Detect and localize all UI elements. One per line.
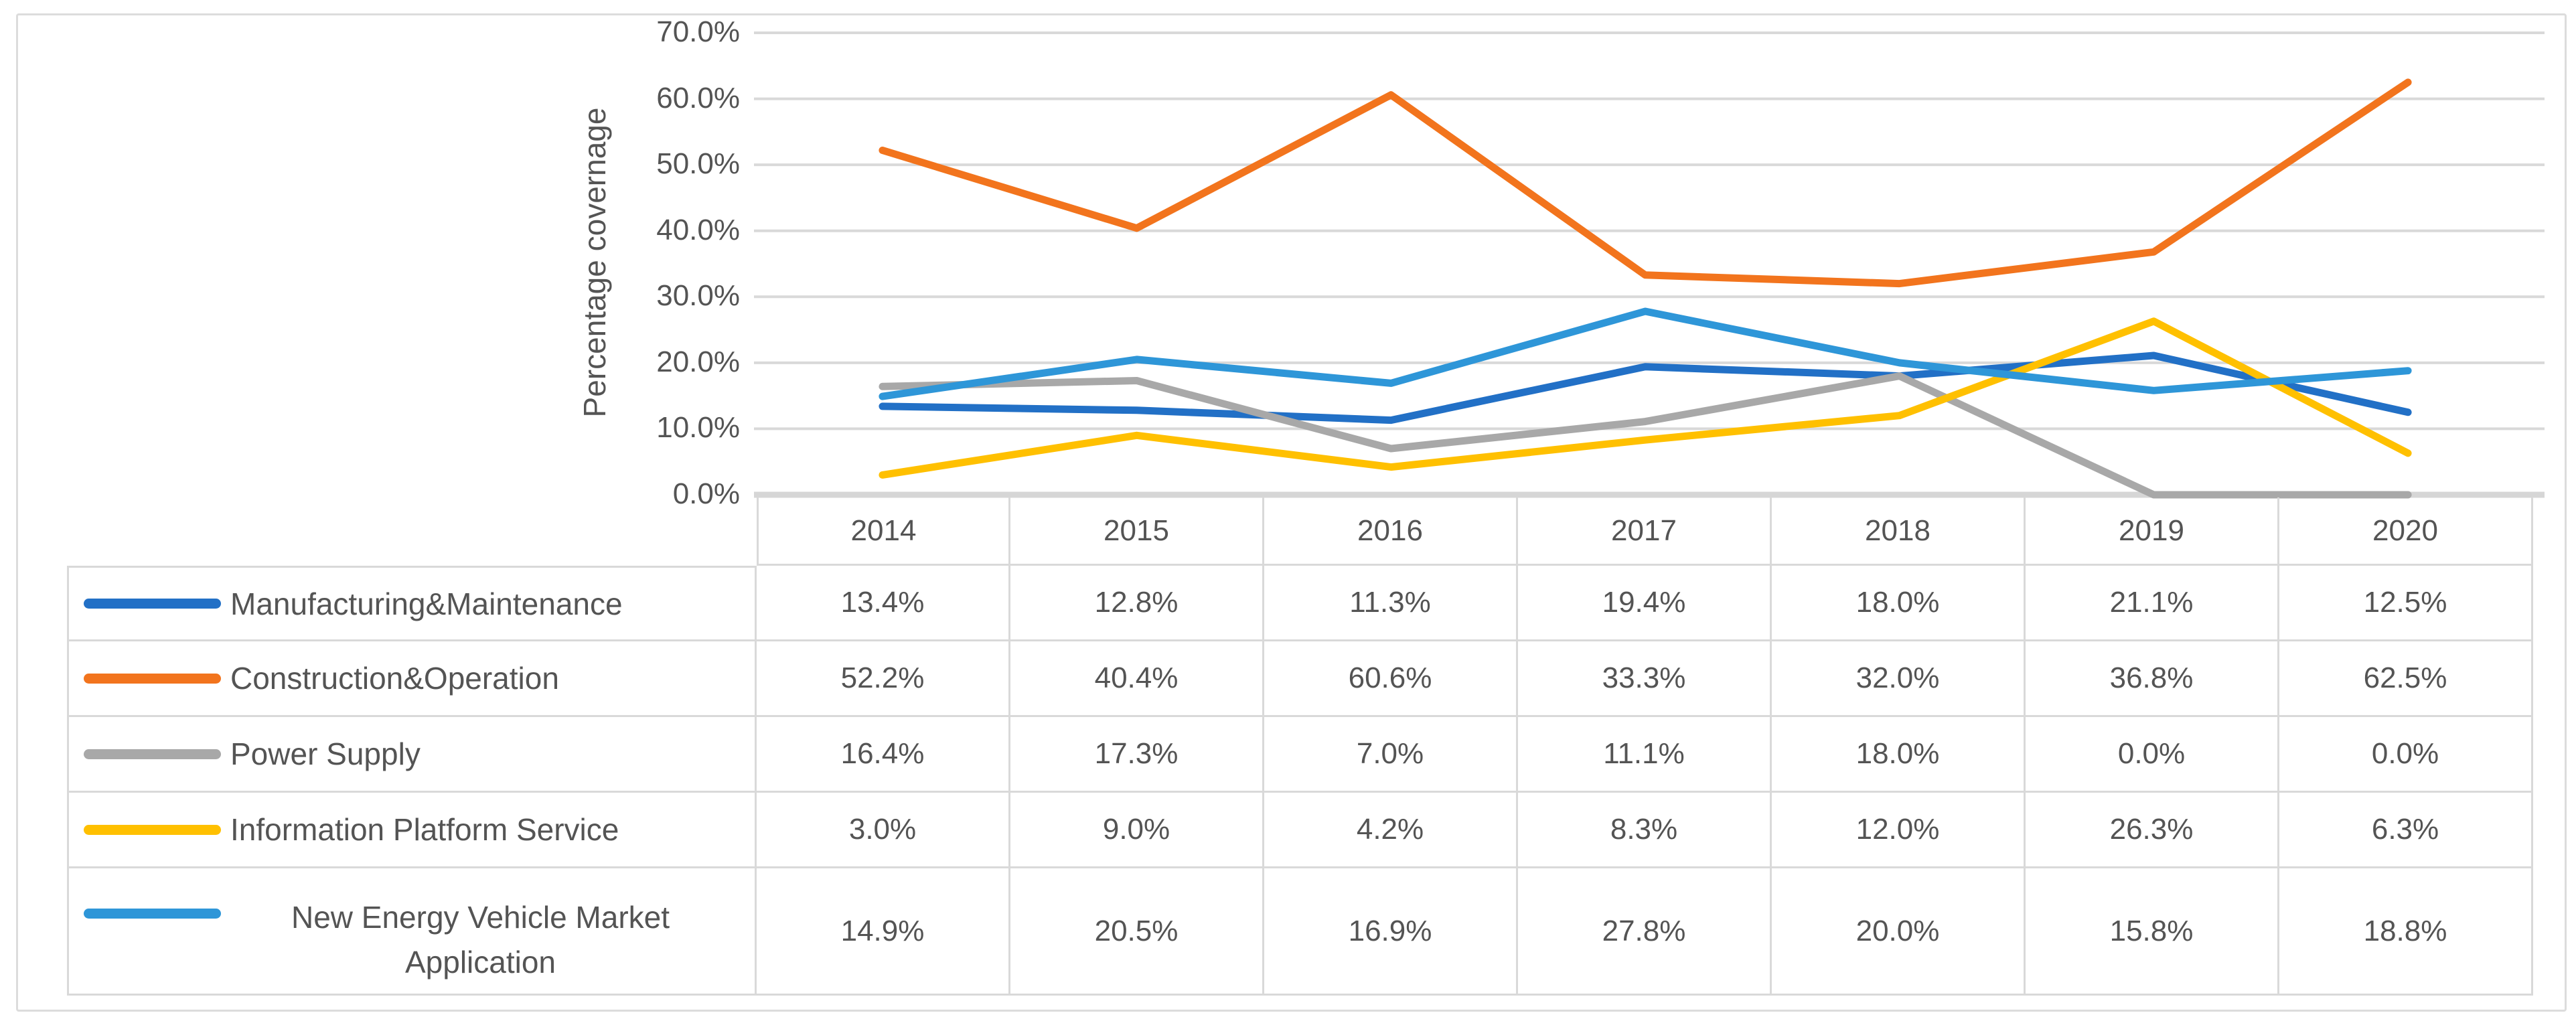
table-value-cell: 12.8% bbox=[1010, 566, 1264, 641]
y-axis-tick-label: 40.0% bbox=[656, 213, 740, 246]
series-label-cell: Information Platform Service bbox=[67, 793, 757, 868]
series-line-information-platform-service bbox=[879, 317, 2412, 479]
table-value-cell: 14.9% bbox=[757, 868, 1010, 996]
table-value-cell: 33.3% bbox=[1518, 641, 1772, 717]
year-header-cell: 2019 bbox=[2026, 497, 2279, 566]
y-axis-tick-label: 70.0% bbox=[656, 15, 740, 48]
table-value-cell: 18.0% bbox=[1772, 717, 2026, 793]
table-value-cell: 8.3% bbox=[1518, 793, 1772, 868]
year-header-cell: 2015 bbox=[1010, 497, 1264, 566]
table-value-cell: 21.1% bbox=[2026, 566, 2279, 641]
table-value-cell: 3.0% bbox=[757, 793, 1010, 868]
year-header-cell: 2020 bbox=[2279, 497, 2533, 566]
table-value-cell: 11.3% bbox=[1264, 566, 1518, 641]
legend-line-swatch bbox=[84, 599, 221, 609]
series-line-construction-operation bbox=[879, 78, 2412, 288]
table-value-cell: 7.0% bbox=[1264, 717, 1518, 793]
series-line-manufacturing-maintenance bbox=[879, 351, 2412, 424]
table-value-cell: 0.0% bbox=[2279, 717, 2533, 793]
table-value-cell: 15.8% bbox=[2026, 868, 2279, 996]
y-axis-tick-label: 0.0% bbox=[672, 477, 740, 510]
year-header-cell: 2017 bbox=[1518, 497, 1772, 566]
table-value-cell: 19.4% bbox=[1518, 566, 1772, 641]
series-label: Information Platform Service bbox=[230, 812, 619, 847]
legend-line-swatch bbox=[84, 909, 221, 919]
table-value-cell: 36.8% bbox=[2026, 641, 2279, 717]
table-value-cell: 18.8% bbox=[2279, 868, 2533, 996]
table-value-cell: 11.1% bbox=[1518, 717, 1772, 793]
legend-line-swatch bbox=[84, 749, 221, 759]
series-label-cell: Power Supply bbox=[67, 717, 757, 793]
table-value-cell: 60.6% bbox=[1264, 641, 1518, 717]
legend-line-swatch bbox=[84, 824, 221, 835]
legend-line-swatch bbox=[84, 673, 221, 684]
table-value-cell: 13.4% bbox=[757, 566, 1010, 641]
table-value-cell: 18.0% bbox=[1772, 566, 2026, 641]
table-value-cell: 32.0% bbox=[1772, 641, 2026, 717]
series-label-cell: New Energy Vehicle Market Application bbox=[67, 868, 757, 996]
series-label: Power Supply bbox=[230, 736, 421, 771]
table-value-cell: 40.4% bbox=[1010, 641, 1264, 717]
series-label: Construction&Operation bbox=[230, 661, 559, 696]
table-value-cell: 9.0% bbox=[1010, 793, 1264, 868]
table-value-cell: 27.8% bbox=[1518, 868, 1772, 996]
series-line-new-energy-vehicle-market-application bbox=[879, 307, 2412, 400]
data-table: 2014 2015 2016 2017 2018 2019 2020 Manufacturin… bbox=[67, 497, 2533, 996]
table-value-cell: 62.5% bbox=[2279, 641, 2533, 717]
table-value-cell: 6.3% bbox=[2279, 793, 2533, 868]
year-header-cell: 2016 bbox=[1264, 497, 1518, 566]
table-corner-spacer bbox=[67, 497, 757, 566]
table-value-cell: 12.0% bbox=[1772, 793, 2026, 868]
y-axis-tick-label: 30.0% bbox=[656, 279, 740, 313]
table-value-cell: 16.9% bbox=[1264, 868, 1518, 996]
y-axis-tick-label: 60.0% bbox=[656, 81, 740, 114]
y-axis-tick-label: 20.0% bbox=[656, 345, 740, 378]
year-header-cell: 2018 bbox=[1772, 497, 2026, 566]
table-value-cell: 4.2% bbox=[1264, 793, 1518, 868]
table-value-cell: 17.3% bbox=[1010, 717, 1264, 793]
table-value-cell: 52.2% bbox=[757, 641, 1010, 717]
y-axis-tick-label: 10.0% bbox=[656, 411, 740, 445]
series-label-cell: Manufacturing&Maintenance bbox=[67, 566, 757, 641]
year-header-cell: 2014 bbox=[757, 497, 1010, 566]
table-value-cell: 20.5% bbox=[1010, 868, 1264, 996]
table-value-cell: 26.3% bbox=[2026, 793, 2279, 868]
series-line-power-supply bbox=[879, 372, 2412, 499]
series-label: Manufacturing&Maintenance bbox=[230, 586, 623, 621]
table-value-cell: 20.0% bbox=[1772, 868, 2026, 996]
series-label: New Energy Vehicle Market Application bbox=[291, 900, 670, 980]
series-label-cell: Construction&Operation bbox=[67, 641, 757, 717]
y-axis-tick-label: 50.0% bbox=[656, 147, 740, 181]
table-value-cell: 0.0% bbox=[2026, 717, 2279, 793]
table-value-cell: 12.5% bbox=[2279, 566, 2533, 641]
table-value-cell: 16.4% bbox=[757, 717, 1010, 793]
